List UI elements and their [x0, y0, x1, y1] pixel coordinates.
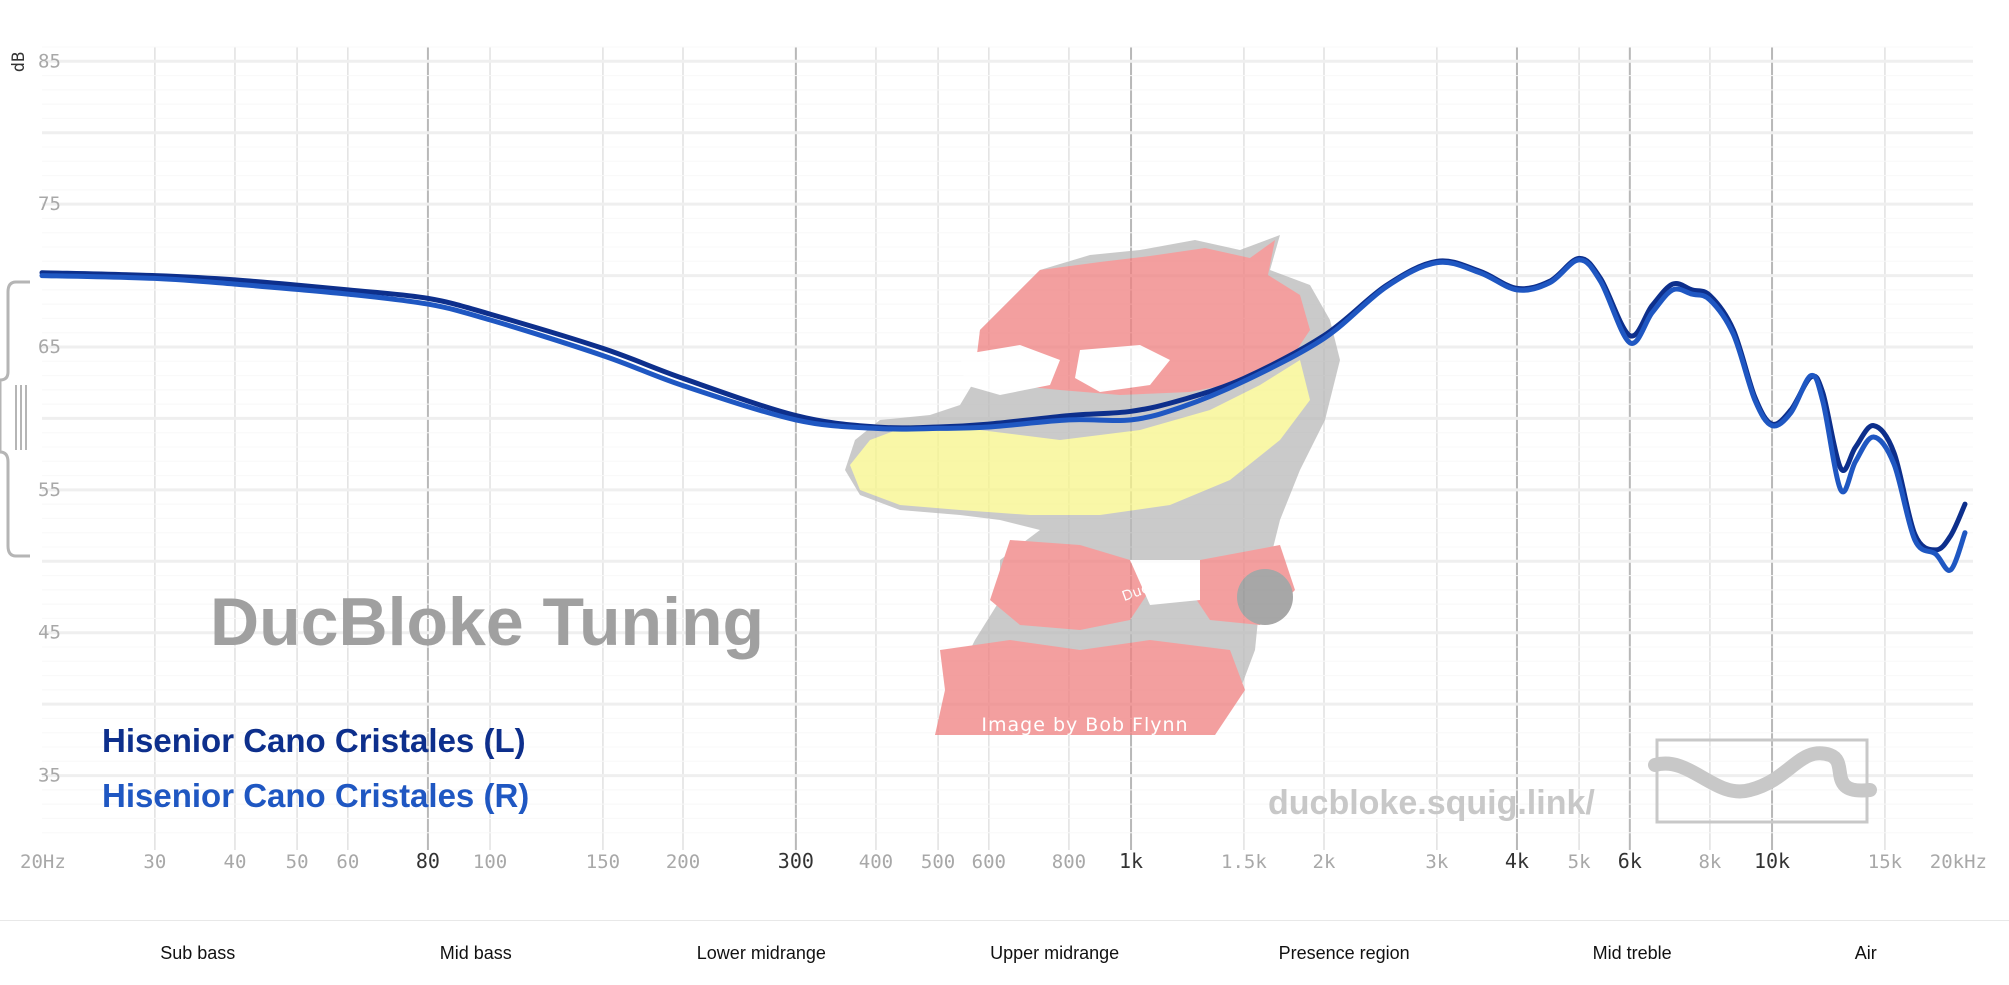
x-tick-label: 10k — [1754, 849, 1790, 873]
y-axis-unit: dB — [9, 52, 29, 72]
x-tick-label: 600 — [972, 851, 1006, 873]
legend-entry-right[interactable]: Hisenior Cano Cristales (R) — [102, 777, 529, 814]
image-credit: Image by Bob Flynn — [981, 714, 1188, 736]
watermark-url: ducbloke.squig.link/ — [1268, 784, 1595, 822]
squiglink-logo-icon — [1648, 738, 1877, 824]
x-tick-label: 8k — [1698, 851, 1721, 873]
frequency-curves — [39, 255, 1968, 573]
series-line-right[interactable] — [39, 257, 1968, 573]
y-scale-handle[interactable] — [0, 280, 30, 558]
watermark-title: DucBloke Tuning — [210, 584, 764, 660]
x-tick-label: 200 — [666, 851, 700, 873]
y-tick-label: 35 — [38, 765, 61, 787]
x-tick-label: 1k — [1119, 849, 1143, 873]
x-tick-label: 30 — [143, 851, 166, 873]
x-tick-label: 3k — [1425, 851, 1448, 873]
band-label: Upper midrange — [990, 943, 1120, 963]
band-label: Air — [1854, 943, 1877, 963]
legend-entry-left[interactable]: Hisenior Cano Cristales (L) — [102, 722, 526, 759]
band-label: Mid treble — [1592, 943, 1672, 963]
y-tick-label: 75 — [38, 193, 61, 215]
x-axis-labels: 20Hz 30 40 50 60 80 100 150 200 300 400 500 600 800 1k… — [20, 849, 1987, 873]
band-label: Sub bass — [160, 943, 236, 963]
x-tick-label: 2k — [1313, 851, 1336, 873]
x-tick-label: 4k — [1505, 849, 1529, 873]
y-axis-labels: 85 75 65 55 45 35 — [38, 50, 61, 786]
x-tick-label: 300 — [778, 849, 814, 873]
x-tick-label: 80 — [416, 849, 440, 873]
y-tick-label: 85 — [38, 50, 61, 72]
y-tick-label: 45 — [38, 622, 61, 644]
x-tick-label: 800 — [1052, 851, 1086, 873]
x-tick-label: 6k — [1618, 849, 1642, 873]
x-tick-label: 5k — [1568, 851, 1591, 873]
y-tick-label: 65 — [38, 336, 61, 358]
x-tick-label: 15k — [1868, 851, 1903, 873]
frequency-response-graph: DucBloke Image by Bob Flynn DucBloke Tun… — [0, 46, 1987, 873]
x-tick-label: 50 — [286, 851, 309, 873]
band-label: Mid bass — [439, 943, 512, 963]
x-tick-label: 400 — [859, 851, 893, 873]
duck-mascot-watermark: DucBloke Image by Bob Flynn — [845, 235, 1340, 736]
x-tick-label: 60 — [336, 851, 359, 873]
x-tick-label: 500 — [921, 851, 955, 873]
band-label: Lower midrange — [696, 943, 826, 963]
x-tick-label: 1.5k — [1221, 851, 1267, 873]
x-tick-label: 20kHz — [1930, 851, 1987, 873]
y-tick-label: 55 — [38, 479, 61, 501]
x-tick-label: 20Hz — [20, 851, 66, 873]
x-tick-label: 150 — [586, 851, 620, 873]
x-tick-label: 100 — [473, 851, 507, 873]
frequency-band-labels: Sub bass Mid bass Lower midrange Upper midr… — [0, 920, 2009, 985]
band-label: Presence region — [1278, 943, 1410, 963]
legend: Hisenior Cano Cristales (L) Hisenior Can… — [102, 722, 529, 814]
x-tick-label: 40 — [224, 851, 247, 873]
